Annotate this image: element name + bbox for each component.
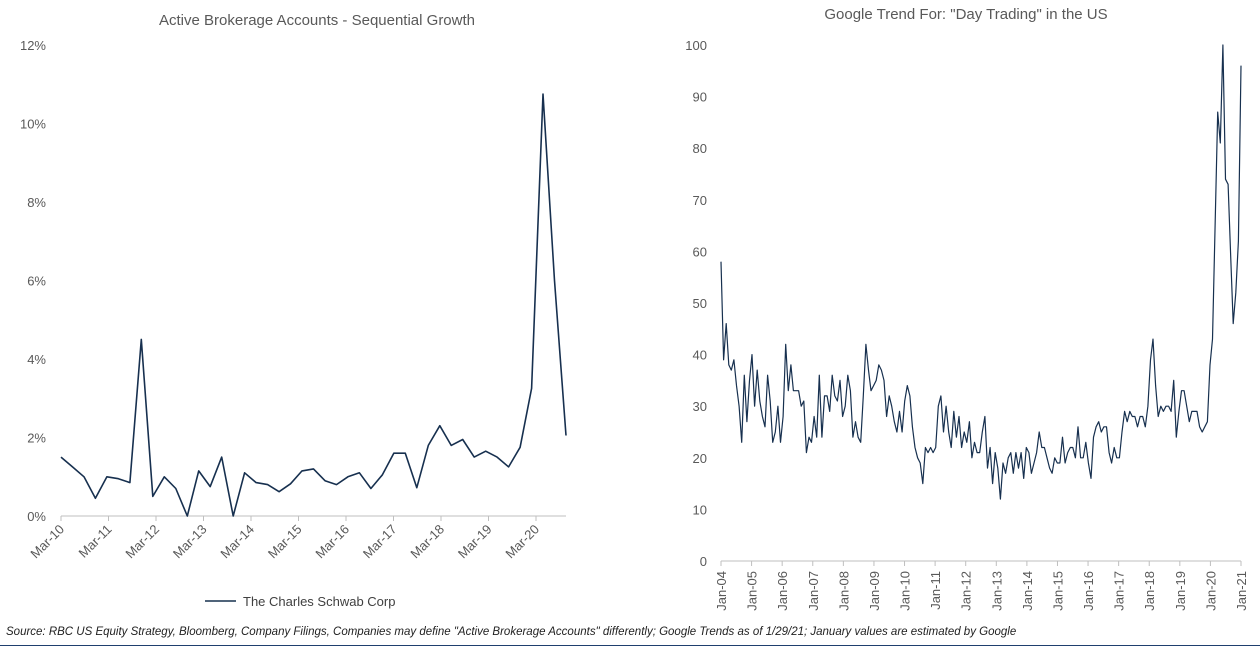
x-tick-label: Mar-18 bbox=[407, 522, 447, 562]
x-tick-label: Mar-11 bbox=[76, 522, 115, 561]
y-tick-label: 50 bbox=[693, 296, 707, 311]
y-tick-label: 80 bbox=[693, 141, 707, 156]
x-tick-label: Jan-11 bbox=[928, 571, 943, 610]
chart-title-right: Google Trend For: "Day Trading" in the U… bbox=[824, 6, 1107, 23]
x-tick-label: Mar-10 bbox=[27, 522, 67, 562]
x-tick-label: Jan-10 bbox=[898, 571, 913, 611]
y-tick-label: 0% bbox=[27, 509, 46, 524]
x-tick-label: Mar-19 bbox=[455, 522, 495, 562]
y-tick-label: 20 bbox=[693, 451, 707, 466]
x-tick-label: Mar-16 bbox=[312, 522, 352, 562]
series-line-day-trading bbox=[720, 44, 1242, 500]
series-line-schwab bbox=[60, 93, 567, 517]
y-tick-label: 4% bbox=[27, 352, 46, 367]
x-tick-label: Jan-08 bbox=[836, 571, 851, 611]
x-tick-label: Mar-15 bbox=[265, 522, 305, 562]
y-tick-label: 40 bbox=[693, 348, 707, 363]
y-tick-label: 12% bbox=[20, 38, 46, 53]
x-tick-label: Jan-13 bbox=[989, 571, 1004, 611]
x-tick-label: Jan-09 bbox=[867, 571, 882, 611]
y-tick-label: 2% bbox=[27, 431, 46, 446]
y-tick-label: 90 bbox=[693, 90, 707, 105]
legend: The Charles Schwab Corp bbox=[205, 594, 395, 609]
x-tick-label: Jan-07 bbox=[806, 571, 821, 611]
x-tick-label: Jan-15 bbox=[1050, 571, 1065, 611]
y-tick-label: 10 bbox=[693, 502, 707, 517]
x-tick-label: Jan-19 bbox=[1173, 571, 1188, 611]
x-tick-label: Mar-20 bbox=[502, 522, 542, 562]
x-tick-label: Jan-18 bbox=[1142, 571, 1157, 611]
y-axis-left: 0% 2% 4% 6% 8% 10% 12% bbox=[20, 38, 46, 524]
y-tick-label: 30 bbox=[693, 399, 707, 414]
x-tick-label: Jan-05 bbox=[745, 571, 760, 611]
y-tick-label: 8% bbox=[27, 195, 46, 210]
x-tick-label: Jan-14 bbox=[1020, 571, 1035, 611]
x-tick-label: Jan-20 bbox=[1203, 571, 1218, 611]
x-tick-label: Jan-06 bbox=[775, 571, 790, 611]
x-axis-left: Mar-10 Mar-11 Mar-12 Mar-13 Mar-14 Mar-15 Mar-… bbox=[27, 516, 542, 561]
y-tick-label: 70 bbox=[693, 193, 707, 208]
charts-canvas: Active Brokerage Accounts - Sequential G… bbox=[20, 6, 1249, 611]
y-tick-label: 60 bbox=[693, 244, 707, 259]
x-tick-label: Mar-12 bbox=[122, 522, 162, 562]
footer-rule bbox=[0, 645, 1260, 646]
x-tick-label: Mar-14 bbox=[217, 522, 257, 562]
y-tick-label: 0 bbox=[700, 554, 707, 569]
x-tick-label: Jan-17 bbox=[1112, 571, 1127, 611]
google-trend-chart: Google Trend For: "Day Trading" in the U… bbox=[685, 6, 1249, 611]
x-tick-label: Jan-21 bbox=[1234, 571, 1249, 611]
x-tick-label: Jan-12 bbox=[959, 571, 974, 611]
y-tick-label: 100 bbox=[685, 38, 707, 53]
y-tick-label: 6% bbox=[27, 274, 46, 289]
legend-label: The Charles Schwab Corp bbox=[243, 594, 395, 609]
y-axis-right: 0 10 20 30 40 50 60 70 80 90 100 bbox=[685, 38, 707, 569]
source-note: Source: RBC US Equity Strategy, Bloomber… bbox=[6, 626, 1017, 638]
y-tick-label: 10% bbox=[20, 117, 46, 132]
brokerage-growth-chart: Active Brokerage Accounts - Sequential G… bbox=[20, 12, 567, 609]
x-tick-label: Mar-13 bbox=[170, 522, 210, 562]
x-tick-label: Jan-16 bbox=[1081, 571, 1096, 611]
chart-title-left: Active Brokerage Accounts - Sequential G… bbox=[159, 12, 475, 29]
x-axis-right: Jan-04 Jan-05 Jan-06 Jan-07 Jan-08 Jan-09 Jan-… bbox=[714, 561, 1249, 611]
x-tick-label: Jan-04 bbox=[714, 571, 729, 611]
x-tick-label: Mar-17 bbox=[360, 522, 400, 562]
